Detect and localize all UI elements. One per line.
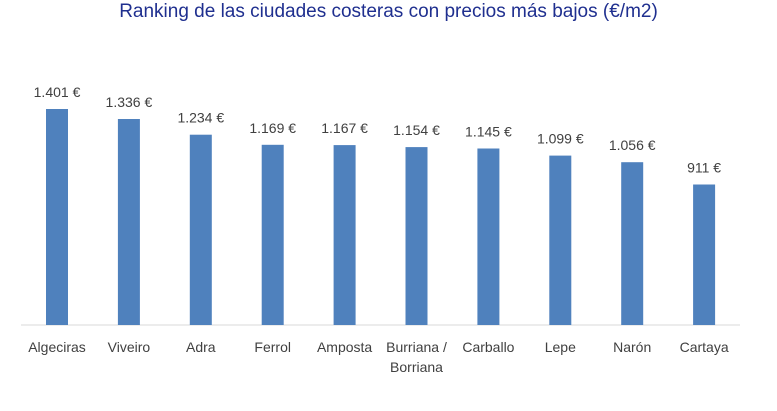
- x-tick-label-8: Narón: [613, 339, 651, 355]
- data-label-3: 1.169 €: [249, 120, 296, 136]
- x-tick-label-line: Adra: [186, 339, 216, 355]
- x-tick-label-9: Cartaya: [680, 339, 729, 355]
- data-label-9: 911 €: [687, 160, 721, 176]
- x-tick-label-6: Carballo: [462, 339, 514, 355]
- x-tick-label-line: Lepe: [545, 339, 576, 355]
- bar-7: [549, 155, 572, 325]
- x-tick-label-line: Amposta: [317, 339, 372, 355]
- bar-3: [261, 144, 284, 325]
- data-labels-layer: 1.401 € 1.336 € 1.234 € 1.169 € 1.167 € 1.154…: [34, 84, 722, 176]
- bar-9: [693, 184, 716, 325]
- x-tick-label-2: Adra: [186, 339, 216, 355]
- bar-6: [477, 148, 500, 325]
- x-tick-label-line: Burriana /: [386, 339, 447, 355]
- x-tick-label-line: Borriana: [390, 359, 443, 375]
- x-tick-labels-layer: Algeciras Viveiro Adra Ferrol Amposta Burrian…: [28, 339, 729, 375]
- bar-0: [46, 109, 68, 325]
- data-label-4: 1.167 €: [321, 120, 368, 136]
- data-label-1: 1.336 €: [106, 94, 153, 110]
- x-tick-label-0: Algeciras: [28, 339, 86, 355]
- x-tick-label-line: Algeciras: [28, 339, 86, 355]
- x-tick-label-5: Burriana / Borriana: [386, 339, 447, 375]
- bar-4: [333, 145, 356, 325]
- x-tick-label-line: Cartaya: [680, 339, 729, 355]
- data-label-5: 1.154 €: [393, 122, 440, 138]
- bar-5: [405, 147, 428, 325]
- x-tick-label-line: Viveiro: [108, 339, 151, 355]
- chart-title: Ranking de las ciudades costeras con pre…: [119, 1, 658, 22]
- x-tick-label-line: Carballo: [462, 339, 514, 355]
- bar-8: [621, 162, 644, 325]
- bar-1: [117, 119, 140, 325]
- x-tick-label-line: Narón: [613, 339, 651, 355]
- x-tick-label-3: Ferrol: [254, 339, 291, 355]
- bars-layer: [46, 109, 716, 325]
- x-tick-label-7: Lepe: [545, 339, 576, 355]
- data-label-0: 1.401 €: [34, 84, 81, 100]
- data-label-6: 1.145 €: [465, 124, 512, 140]
- data-label-2: 1.234 €: [177, 110, 224, 126]
- data-label-7: 1.099 €: [537, 131, 584, 147]
- data-label-8: 1.056 €: [609, 137, 656, 153]
- x-tick-label-line: Ferrol: [254, 339, 291, 355]
- bar-2: [189, 134, 212, 325]
- x-tick-label-4: Amposta: [317, 339, 372, 355]
- x-tick-label-1: Viveiro: [108, 339, 151, 355]
